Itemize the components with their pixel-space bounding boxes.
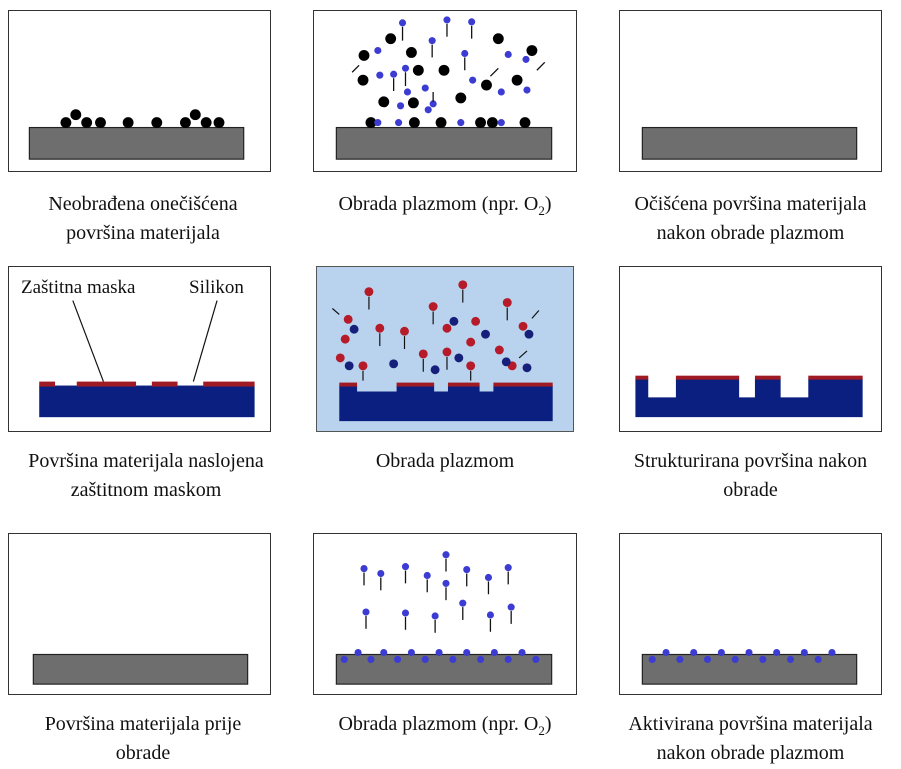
caption-untreated: Neobrađena onečišćena površina materijal… (0, 190, 286, 248)
panel-cleaned-surface (619, 10, 882, 172)
caption-line: Obrada plazmom (375, 450, 515, 472)
caption-plasma: Obrada plazmom (300, 447, 590, 476)
protective-mask (39, 381, 255, 387)
activated-surface-illustration (641, 648, 858, 685)
panel-activated-surface (619, 533, 882, 695)
caption-activated: Aktivirana površina materijala nakon obr… (603, 710, 898, 768)
particle-arrows (351, 23, 546, 102)
caption-line: nakon obrade plazmom (656, 222, 845, 244)
caption-structured: Strukturirana površina nakon obrade (603, 447, 898, 505)
caption-plasma-o2-2: Obrada plazmom (npr. O2) (300, 710, 590, 745)
panel-plasma-o2-cleaning (313, 10, 577, 172)
caption-before-treatment: Površina materijala prije obrade (0, 710, 286, 768)
plasma-etching-illustration (331, 280, 553, 422)
caption-subscript: 2 (538, 203, 545, 218)
caption-line: zaštitnom maskom (70, 479, 222, 501)
substrate (335, 126, 553, 160)
substrate (641, 126, 858, 160)
caption-plasma-o2: Obrada plazmom (npr. O2) (300, 190, 590, 225)
panel-masked-surface: Zaštitna maska Silikon (8, 266, 271, 432)
caption-line: obrade (723, 479, 778, 501)
navy-particles (344, 316, 534, 375)
caption-line: Očišćena površina materijala (634, 193, 867, 215)
caption-cleaned: Očišćena površina materijala nakon obrad… (603, 190, 898, 248)
structured-surface-illustration (635, 375, 863, 418)
before-treatment-illustration (32, 653, 249, 685)
cleaned-surface-illustration (641, 126, 858, 160)
particle-arrows (363, 558, 512, 633)
panel-plasma-etching (316, 266, 574, 432)
substrate (28, 126, 245, 160)
caption-line: Strukturirana površina nakon (633, 450, 868, 472)
caption-text: Obrada plazmom (npr. O (338, 193, 539, 215)
caption-text-end: ) (544, 193, 552, 215)
red-particles (335, 280, 528, 371)
caption-line: površina materijala (66, 222, 220, 244)
masked-surface-illustration (39, 300, 255, 418)
caption-line: Obrada plazmom (npr. O2) (300, 190, 590, 225)
activated-oxygen-sites (648, 648, 836, 663)
caption-line: Obrada plazmom (npr. O2) (300, 710, 590, 745)
silicon-substrate (635, 378, 863, 418)
panel-structured-surface (619, 266, 882, 432)
oxygen-particles (374, 16, 531, 127)
substrate (32, 653, 249, 685)
untreated-contaminated-illustration (28, 109, 245, 160)
panel-plasma-o2-activation (313, 533, 577, 695)
panel-untreated-contaminated (8, 10, 271, 172)
label-leader-lines (72, 300, 218, 382)
substrate (641, 653, 858, 685)
caption-line: Aktivirana površina materijala (628, 713, 873, 735)
plasma-activation-illustration (335, 551, 553, 685)
contaminant-particles (60, 109, 225, 129)
label-protective-mask: Zaštitna maska (21, 277, 136, 298)
caption-text: Obrada plazmom (npr. O (338, 713, 539, 735)
caption-masked: Površina materijala naslojena zaštitnom … (0, 447, 292, 505)
caption-subscript: 2 (538, 723, 545, 738)
silicon-substrate (339, 385, 553, 422)
panel-before-treatment (8, 533, 271, 695)
protective-mask (339, 382, 553, 387)
silicon-substrate (39, 385, 255, 418)
plasma-cleaning-illustration (335, 16, 553, 160)
label-silicon: Silikon (189, 277, 244, 298)
oxygen-particles (340, 551, 540, 663)
caption-line: Površina materijala naslojena (28, 450, 264, 472)
caption-line: Neobrađena onečišćena (48, 193, 238, 215)
caption-line: obrade (115, 742, 171, 764)
contaminant-particles (357, 33, 538, 129)
caption-line: nakon obrade plazmom (656, 742, 845, 764)
protective-mask-residue (635, 375, 863, 380)
particle-arrows (331, 289, 540, 381)
caption-text-end: ) (544, 713, 552, 735)
caption-line: Površina materijala prije (44, 713, 242, 735)
